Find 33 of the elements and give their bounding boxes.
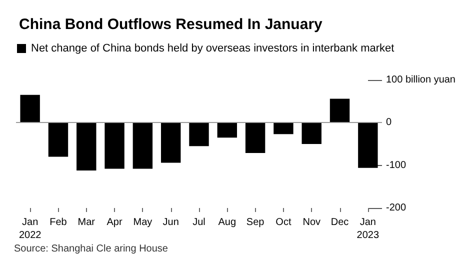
- bar: [217, 122, 238, 138]
- x-tick-label: Aug: [218, 217, 236, 228]
- x-tick-label: Sep: [246, 217, 265, 228]
- x-tick-label: May: [133, 217, 152, 228]
- y-tick-label: 100 billion yuan: [386, 74, 456, 86]
- bar: [132, 122, 153, 169]
- x-tick-label: Oct: [276, 217, 292, 228]
- bar: [330, 98, 350, 123]
- bar: [274, 122, 294, 134]
- legend-label: Net change of China bonds held by overseas investors in interbank market: [31, 42, 394, 54]
- bar: [358, 122, 378, 168]
- x-tick-label: Feb: [50, 217, 68, 228]
- x-tick-label: Mar: [78, 217, 96, 228]
- bar: [48, 122, 68, 157]
- bar: [189, 122, 209, 146]
- bar: [76, 122, 96, 170]
- x-tick-label: Jul: [192, 217, 206, 228]
- bar: [245, 122, 266, 153]
- x-tick-label: Nov: [302, 217, 321, 228]
- bar: [20, 94, 40, 123]
- x-tick-label: Apr: [106, 217, 123, 228]
- source-note: Source: Shanghai Cle aring House: [14, 244, 168, 254]
- bar: [104, 122, 124, 169]
- y-tick-label: -200: [386, 202, 406, 214]
- bar: [160, 122, 181, 163]
- chart-title: China Bond Outflows Resumed In January: [19, 16, 324, 33]
- y-tick-label: 0: [386, 117, 392, 128]
- x-tick-label: Jan 2022: [18, 217, 42, 241]
- x-tick-label: Jan 2023: [356, 217, 380, 241]
- x-tick-label: Dec: [330, 217, 349, 228]
- bar: [302, 122, 322, 144]
- x-tick-label: Jun: [162, 217, 179, 228]
- y-tick-label: -100: [386, 160, 406, 171]
